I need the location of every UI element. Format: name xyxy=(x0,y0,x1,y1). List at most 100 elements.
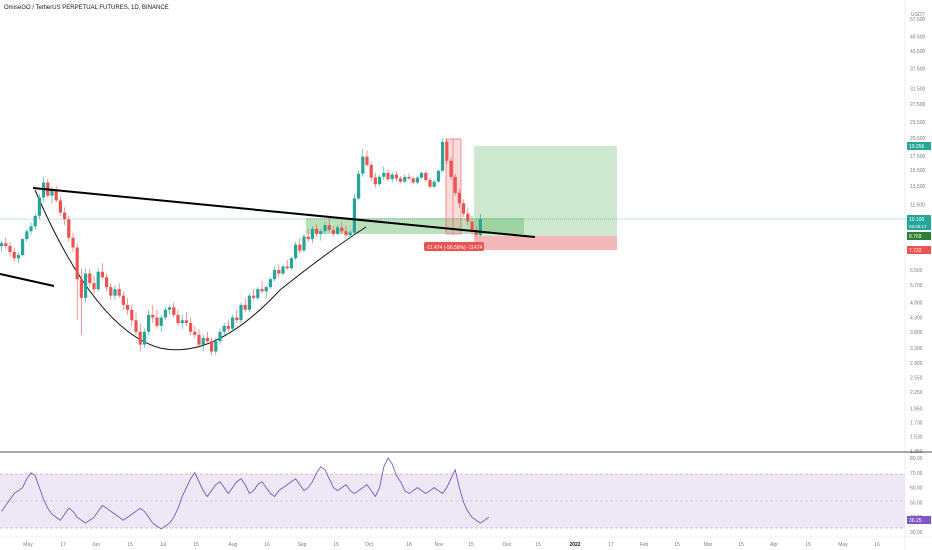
time-axis-label: 17 xyxy=(60,542,66,548)
stop-price-badge xyxy=(907,246,931,254)
time-axis-label: Apr xyxy=(770,542,778,548)
time-axis-label: 15 xyxy=(333,542,339,548)
price-axis-label: 6.500 xyxy=(910,268,923,274)
candle-body xyxy=(277,269,281,274)
entry-price-text: 8.769 xyxy=(909,234,922,240)
time-axis-label: 15 xyxy=(674,542,680,548)
candle-body xyxy=(168,307,172,310)
rsi-line xyxy=(1,457,490,530)
price-axis-label: 11.500 xyxy=(910,202,925,208)
price-axis-label: 43.500 xyxy=(910,49,926,55)
long-position-target-zone[interactable] xyxy=(474,146,617,236)
time-axis-label: Nov xyxy=(435,542,444,548)
candle-body xyxy=(478,219,482,236)
candle-body xyxy=(281,266,285,274)
candle-body xyxy=(37,197,41,216)
candle-body xyxy=(441,141,445,171)
time-axis-label: Mar xyxy=(704,542,713,548)
price-axis[interactable]: 57.500 49.500 43.500 37.500 31.500 27.500 23.5… xyxy=(904,0,926,550)
candle-body xyxy=(415,177,419,183)
time-axis-label: Dec xyxy=(503,542,512,548)
candle-body xyxy=(231,317,235,329)
descending-trendline[interactable] xyxy=(32,187,536,238)
time-axis-label: Jul xyxy=(160,542,166,548)
candle-body xyxy=(382,172,386,177)
candle-body xyxy=(306,236,310,240)
candle-body xyxy=(63,212,67,220)
price-axis-label: 1.530 xyxy=(910,434,923,440)
candle-body xyxy=(474,230,478,236)
candle-body xyxy=(0,243,4,247)
candle-body xyxy=(449,160,453,177)
candle-body xyxy=(424,172,428,181)
price-axis-label: 49.500 xyxy=(910,34,926,40)
candle-body xyxy=(470,221,474,231)
candle-body xyxy=(256,289,260,298)
candle-body xyxy=(247,295,251,310)
candle-body xyxy=(428,180,432,187)
stop-price-text: 7.722 xyxy=(909,248,922,254)
candle-body xyxy=(147,314,151,332)
time-axis-label: 18 xyxy=(406,542,412,548)
candle-body xyxy=(336,227,340,234)
time-axis-label: 15 xyxy=(468,542,474,548)
candle-body xyxy=(369,164,373,178)
candle-body xyxy=(4,243,8,247)
lower-trendline[interactable] xyxy=(0,273,55,287)
candle-body xyxy=(260,289,264,292)
price-axis-label: 27.500 xyxy=(910,102,926,108)
candle-body xyxy=(243,304,247,310)
time-axis-label: 16 xyxy=(874,542,880,548)
candle-body xyxy=(214,341,218,352)
time-axis-label: 2022 xyxy=(569,542,580,548)
candle-body xyxy=(21,239,25,256)
candle-body xyxy=(420,172,424,178)
current-price-badge xyxy=(907,215,931,230)
time-axis-label: 16 xyxy=(264,542,270,548)
candle-body xyxy=(88,273,92,284)
candle-body xyxy=(411,178,415,183)
candle-body xyxy=(58,200,62,213)
time-axis-label: 15 xyxy=(805,542,811,548)
candle-body xyxy=(151,314,155,318)
candle-body xyxy=(268,279,272,288)
candle-body xyxy=(453,176,457,193)
price-axis-label: 57.500 xyxy=(910,17,926,23)
candle-body xyxy=(466,213,470,222)
candle-body xyxy=(197,334,201,345)
candle-body xyxy=(180,320,184,324)
candle-body xyxy=(403,176,407,182)
candle-body xyxy=(285,266,289,269)
currency-label: USDT xyxy=(911,12,925,18)
price-axis-label: 2.900 xyxy=(910,361,923,367)
candle-body xyxy=(386,172,390,180)
long-position-stop-zone[interactable] xyxy=(474,236,617,250)
entry-price-badge xyxy=(907,232,931,240)
rsi-value-text: 36.25 xyxy=(909,518,922,524)
time-axis-label: Feb xyxy=(640,542,649,548)
time-axis[interactable]: May 17 Jun 15 Jul 15 Aug 16 Sep 15 Oct 18 Nov 15 Dec 15… xyxy=(0,536,932,548)
time-axis-label: 15 xyxy=(738,542,744,548)
candle-body xyxy=(92,283,96,290)
candle-body xyxy=(298,244,302,251)
time-axis-label: 15 xyxy=(193,542,199,548)
candle-body xyxy=(29,226,33,232)
candle-body xyxy=(239,304,243,321)
price-axis-label: 1.950 xyxy=(910,407,923,413)
price-axis-label: 31.500 xyxy=(910,86,926,92)
target-price-text: 19.256 xyxy=(909,144,925,150)
candle-body xyxy=(79,279,83,298)
time-axis-label: May xyxy=(23,542,33,548)
time-axis-label: Oct xyxy=(365,542,373,548)
candlestick-series xyxy=(0,138,482,356)
candle-body xyxy=(205,337,209,342)
price-axis-label: 3.300 xyxy=(910,346,923,352)
candle-body xyxy=(327,225,331,231)
candle-body xyxy=(226,325,230,329)
price-axis-label: 37.500 xyxy=(910,66,926,72)
candle-body xyxy=(138,331,142,345)
measure-label-box xyxy=(424,242,484,251)
